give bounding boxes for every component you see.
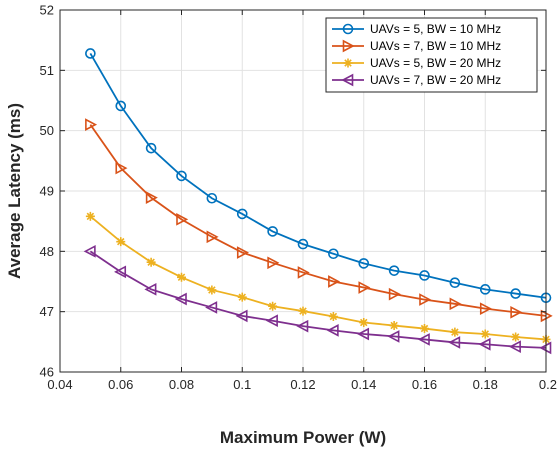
data-point [236, 246, 249, 259]
data-point [268, 301, 278, 311]
data-point [479, 284, 491, 295]
series-line [89, 215, 547, 341]
data-point [237, 292, 247, 302]
data-point [417, 333, 430, 346]
series-line [89, 124, 547, 317]
x-tick-label: 0.16 [412, 377, 437, 392]
data-point [205, 301, 218, 314]
data-point [511, 332, 521, 342]
data-point [144, 283, 157, 296]
legend: UAVs = 5, BW = 10 MHz UAVs = 7, BW = 10 M… [325, 17, 538, 93]
data-point [448, 336, 461, 349]
data-point [174, 292, 187, 306]
legend-swatch-marker [343, 58, 353, 68]
data-point [206, 230, 219, 244]
x-tick-label: 0.08 [169, 377, 194, 392]
series-layer [83, 48, 553, 355]
x-tick-label: 0.06 [108, 377, 133, 392]
data-point [145, 142, 157, 154]
data-point [297, 266, 310, 279]
data-point [83, 245, 96, 258]
data-point [114, 265, 127, 279]
data-point [115, 100, 127, 112]
legend-label: UAVs = 7, BW = 10 MHz [370, 39, 501, 53]
data-point [326, 324, 339, 337]
data-point [265, 314, 278, 328]
legend-label: UAVs = 5, BW = 10 MHz [370, 22, 501, 36]
legend-item: UAVs = 5, BW = 10 MHz [332, 22, 501, 36]
legend-item: UAVs = 5, BW = 20 MHz [332, 56, 501, 70]
axis-ticks: 0.04 0.06 0.08 0.1 0.12 0.14 0.16 0.18 0.2 46 47 48… [40, 3, 557, 393]
data-point [328, 311, 338, 321]
legend-item: UAVs = 7, BW = 10 MHz [332, 39, 501, 53]
x-tick-label: 0.2 [539, 377, 557, 392]
series-group [85, 48, 552, 304]
y-tick-label: 48 [40, 244, 54, 259]
y-tick-label: 50 [40, 123, 54, 138]
y-tick-label: 49 [40, 184, 54, 199]
data-point [510, 288, 521, 299]
data-point [388, 265, 400, 276]
legend-swatch-marker [341, 73, 354, 87]
data-point [85, 48, 96, 59]
legend-label: UAVs = 7, BW = 20 MHz [370, 73, 501, 87]
y-axis-label: Average Latency (ms) [5, 103, 24, 279]
data-point [145, 191, 158, 204]
data-point [358, 281, 371, 294]
data-point [480, 329, 490, 339]
data-point [235, 309, 248, 323]
x-tick-label: 0.14 [351, 377, 376, 392]
x-tick-label: 0.1 [233, 377, 251, 392]
data-point [116, 237, 126, 247]
data-point [146, 257, 156, 267]
legend-swatch-marker [342, 39, 355, 53]
data-point [358, 258, 370, 269]
data-point [508, 340, 521, 353]
data-point [388, 287, 401, 301]
y-tick-label: 52 [40, 3, 54, 18]
data-point [419, 270, 430, 281]
data-point [85, 118, 98, 131]
data-point [267, 256, 280, 270]
data-point [479, 302, 492, 315]
data-point [510, 305, 523, 319]
data-point [267, 226, 278, 237]
data-point [296, 319, 309, 333]
x-tick-label: 0.18 [473, 377, 498, 392]
data-point [387, 330, 400, 343]
y-tick-label: 46 [40, 365, 54, 380]
x-tick-label: 0.04 [47, 377, 72, 392]
data-point [478, 337, 491, 351]
y-tick-label: 47 [40, 304, 54, 319]
data-point [177, 272, 186, 282]
data-point [298, 306, 308, 316]
legend-item: UAVs = 7, BW = 20 MHz [332, 73, 501, 87]
data-point [236, 208, 248, 220]
y-tick-label: 51 [40, 63, 54, 78]
legend-swatch-marker [342, 23, 354, 35]
data-point [207, 285, 217, 295]
data-point [328, 275, 341, 288]
x-tick-label: 0.12 [290, 377, 315, 392]
series-line [89, 250, 547, 349]
series-line [89, 52, 547, 299]
data-point [115, 161, 128, 175]
data-point [419, 293, 432, 306]
data-point [450, 327, 460, 337]
data-point [357, 327, 370, 341]
data-point [449, 277, 461, 289]
data-point [206, 192, 218, 204]
data-point [176, 170, 187, 182]
data-point [359, 318, 369, 328]
data-point [176, 213, 189, 226]
x-axis-label: Maximum Power (W) [220, 428, 386, 447]
data-point [389, 321, 399, 331]
data-point [328, 248, 339, 260]
data-point [420, 324, 429, 334]
data-point [297, 238, 309, 250]
data-point [85, 211, 95, 221]
data-point [449, 297, 462, 311]
legend-label: UAVs = 5, BW = 20 MHz [370, 56, 501, 70]
